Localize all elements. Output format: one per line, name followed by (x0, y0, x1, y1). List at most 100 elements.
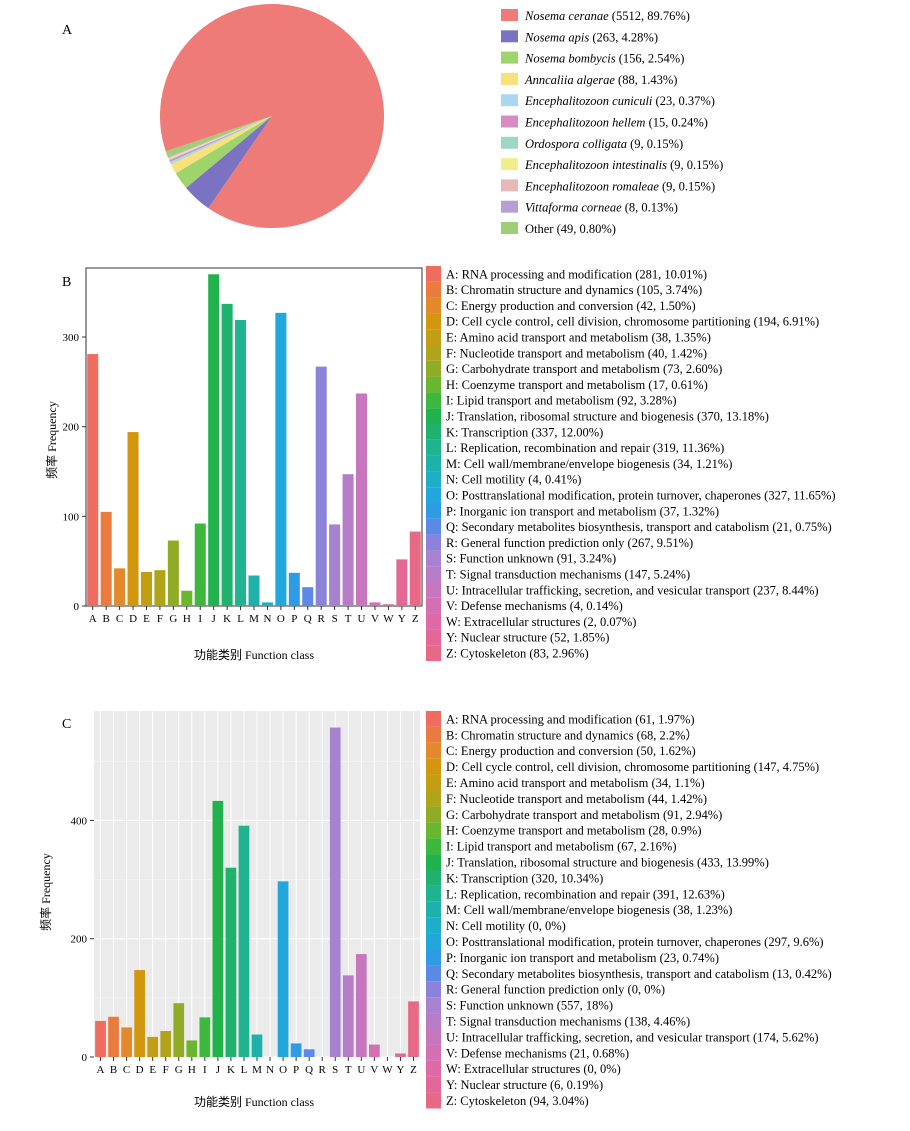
x-tick-label: U (358, 613, 366, 625)
legend-swatch (426, 965, 441, 982)
pie-legend-label: Nosema apis (263, 4.28%) (524, 30, 658, 44)
legend-swatch (426, 726, 441, 743)
pie-legend-swatch (501, 9, 518, 21)
species-count: (88, 1.43%) (615, 73, 678, 87)
pie-legend-swatch (501, 158, 518, 171)
pie-slice (168, 116, 272, 161)
legend-item: K: Transcription (320, 10.34%) (446, 871, 603, 885)
legend-swatch (426, 949, 441, 966)
panel-a: A Nosema ceranae (5512, 89.76%) Nosema ap… (62, 3, 723, 236)
bar-Q (302, 587, 314, 606)
pie-slice (168, 116, 272, 160)
species-name: Encephalitozoon hellem (524, 116, 645, 130)
x-tick-label: O (277, 613, 285, 625)
x-tick-label: V (371, 613, 379, 625)
pie-legend-swatch (501, 179, 518, 192)
bar-R (315, 366, 327, 606)
bar-C (114, 568, 126, 606)
legend-item: D: Cell cycle control, cell division, ch… (446, 760, 819, 774)
bar-Z (409, 531, 421, 606)
species-count: (263, 4.28%) (589, 30, 658, 44)
legend-swatch (426, 329, 441, 345)
pie-legend-swatch (501, 200, 518, 213)
legend-swatch (426, 313, 441, 330)
bar-I (194, 523, 206, 606)
pie-slice (165, 116, 272, 157)
legend-item: E: Amino acid transport and metabolism (… (446, 776, 705, 790)
x-tick-label: J (212, 613, 217, 625)
bar-W (382, 604, 394, 606)
species-count: (8, 0.13%) (622, 201, 678, 215)
species-count: Other (49, 0.80%) (525, 222, 616, 236)
legend-swatch (426, 408, 441, 424)
legend-swatch (426, 424, 441, 440)
bar-Z (408, 1001, 419, 1057)
x-tick-label: G (169, 613, 177, 625)
pie-slice (160, 3, 385, 228)
bar-T (342, 474, 354, 606)
x-tick-label: N (263, 613, 271, 625)
pie-slice (175, 116, 272, 188)
pie-slice (167, 116, 272, 158)
legend-item: B: Chromatin structure and dynamics (68,… (446, 728, 698, 742)
x-tick-label: T (345, 613, 352, 625)
legend-swatch (426, 901, 441, 918)
legend-item: Z: Cytoskeleton (94, 3.04%) (446, 1094, 589, 1108)
x-tick-label: S (332, 1064, 338, 1076)
legend-item: L: Replication, recombination and repair… (446, 887, 725, 901)
y-tick-label: 0 (82, 1052, 88, 1064)
species-name: Encephalitozoon intestinalis (524, 158, 667, 172)
bar-L (238, 825, 250, 1057)
species-count: (156, 2.54%) (616, 52, 685, 66)
legend-swatch (426, 582, 441, 598)
legend-item: P: Inorganic ion transport and metabolis… (446, 951, 719, 965)
bar-C (121, 1027, 132, 1057)
pie-chart (160, 3, 385, 228)
legend-item: T: Signal transduction mechanisms (147, … (446, 568, 690, 582)
legend-item: U: Intracellular trafficking, secretion,… (446, 1030, 819, 1044)
x-tick-label: G (175, 1064, 183, 1076)
x-tick-label: K (223, 613, 231, 625)
bar-V (369, 1044, 380, 1057)
x-tick-label: E (143, 613, 150, 625)
species-name: Nosema ceranae (524, 9, 609, 23)
legend-swatch (426, 981, 441, 998)
legend-swatch (426, 997, 441, 1014)
legend-item: U: Intracellular trafficking, secretion,… (446, 583, 819, 597)
pie-legend-label: Nosema bombycis (156, 2.54%) (524, 52, 684, 66)
panel-a-label: A (62, 23, 73, 38)
legend-swatch (426, 281, 441, 298)
species-count: (9, 0.15%) (667, 158, 723, 172)
x-tick-label: V (370, 1064, 378, 1076)
bar-L (235, 320, 247, 606)
bar-K (221, 303, 233, 606)
legend-item: M: Cell wall/membrane/envelope biogenesi… (446, 457, 732, 471)
legend-swatch (426, 266, 441, 282)
bar-H (181, 590, 193, 606)
y-tick-label: 100 (63, 511, 80, 523)
bar-M (248, 575, 260, 606)
legend-swatch (426, 742, 441, 759)
x-tick-label: Z (410, 1064, 417, 1076)
bar-E (140, 571, 152, 606)
y-axis-title-b: 频率 Frequency (44, 401, 59, 479)
legend-item: Z: Cytoskeleton (83, 2.96%) (446, 647, 589, 661)
pie-legend: Nosema ceranae (5512, 89.76%) Nosema apis… (501, 9, 723, 236)
x-tick-label: U (357, 1064, 365, 1076)
x-tick-label: C (116, 613, 123, 625)
x-tick-label: W (383, 613, 394, 625)
legend-item: G: Carbohydrate transport and metabolism… (446, 808, 722, 822)
bar-M (251, 1034, 263, 1057)
legend-swatch (426, 774, 441, 791)
x-tick-label: R (319, 1064, 327, 1076)
bar-I (199, 1017, 211, 1057)
species-name: Ordospora colligata (525, 137, 627, 151)
pie-slice (170, 116, 272, 174)
legend-item: W: Extracellular structures (0, 0%) (446, 1062, 621, 1076)
legend-item: Y: Nuclear structure (6, 0.19%) (446, 1078, 603, 1092)
legend-item: A: RNA processing and modification (61, … (446, 712, 695, 726)
pie-legend-swatch (501, 30, 518, 43)
x-tick-label: C (123, 1064, 130, 1076)
pie-legend-label: Anncaliia algerae (88, 1.43%) (524, 73, 677, 87)
bar-J (208, 274, 220, 606)
